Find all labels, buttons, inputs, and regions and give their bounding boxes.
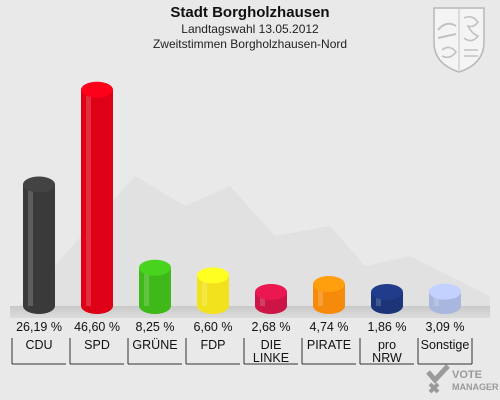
background-silhouette xyxy=(10,176,490,316)
chart-background-decor xyxy=(10,176,490,318)
bar-cap-0 xyxy=(23,176,55,193)
vote-manager-logo: VOTE MANAGER xyxy=(426,364,498,394)
value-label-0: 26,19 % xyxy=(16,320,62,334)
bar-cap-2 xyxy=(139,259,171,276)
checkmark-icon xyxy=(426,364,450,394)
bar-5 xyxy=(313,284,345,314)
bar-0 xyxy=(23,184,55,314)
bar-highlight-7 xyxy=(434,291,439,306)
bar-cap-4 xyxy=(255,284,287,300)
category-label-6-line-1: NRW xyxy=(372,351,402,365)
bar-3 xyxy=(197,275,229,314)
value-label-7: 3,09 % xyxy=(426,320,465,334)
bar-highlight-0 xyxy=(28,184,33,306)
value-label-5: 4,74 % xyxy=(310,320,349,334)
watermark-manager-text: MANAGER xyxy=(452,382,498,392)
chart-subtitle-date: Landtagswahl 13.05.2012 xyxy=(181,22,319,36)
category-label-2: GRÜNE xyxy=(132,338,177,352)
coat-of-arms-icon xyxy=(433,7,485,73)
category-label-6-line-0: pro xyxy=(378,338,396,352)
category-label-3: FDP xyxy=(201,338,226,352)
bar-highlight-4 xyxy=(260,292,265,306)
bar-highlight-1 xyxy=(86,89,91,306)
chart-subtitle-district: Zweitstimmen Borgholzhausen-Nord xyxy=(152,37,348,51)
value-label-2: 8,25 % xyxy=(136,320,175,334)
bar-cap-6 xyxy=(371,284,403,300)
category-label-5: PIRATE xyxy=(307,338,351,352)
chart-header: Stadt Borgholzhausen Landtagswahl 13.05.… xyxy=(0,4,500,52)
bar-highlight-5 xyxy=(318,284,323,306)
bar-highlight-2 xyxy=(144,267,149,306)
value-label-4: 2,68 % xyxy=(252,320,291,334)
bar-highlight-6 xyxy=(376,292,381,306)
bar-cap-1 xyxy=(81,81,113,98)
bar-cap-7 xyxy=(429,283,461,300)
bar-1 xyxy=(81,89,113,314)
bar-cap-3 xyxy=(197,267,229,284)
category-label-0: CDU xyxy=(25,338,52,352)
chart-title: Stadt Borgholzhausen xyxy=(170,4,330,21)
watermark-vote-text: VOTE xyxy=(452,369,482,381)
category-label-4-line-1: LINKE xyxy=(253,351,289,365)
category-label-4-line-0: DIE xyxy=(261,338,282,352)
category-label-7: Sonstige xyxy=(421,338,470,352)
value-label-1: 46,60 % xyxy=(74,320,120,334)
bar-cap-5 xyxy=(313,276,345,293)
category-label-1: SPD xyxy=(84,338,110,352)
bars-group xyxy=(23,81,461,314)
bar-highlight-3 xyxy=(202,275,207,306)
labels-group: 26,19 % CDU 46,60 % SPD 8,25 % GRÜNE 6,60 % FDP… xyxy=(11,320,473,365)
value-label-6: 1,86 % xyxy=(368,320,407,334)
value-label-3: 6,60 % xyxy=(194,320,233,334)
bar-2 xyxy=(139,267,171,314)
chart-floor xyxy=(10,306,490,318)
